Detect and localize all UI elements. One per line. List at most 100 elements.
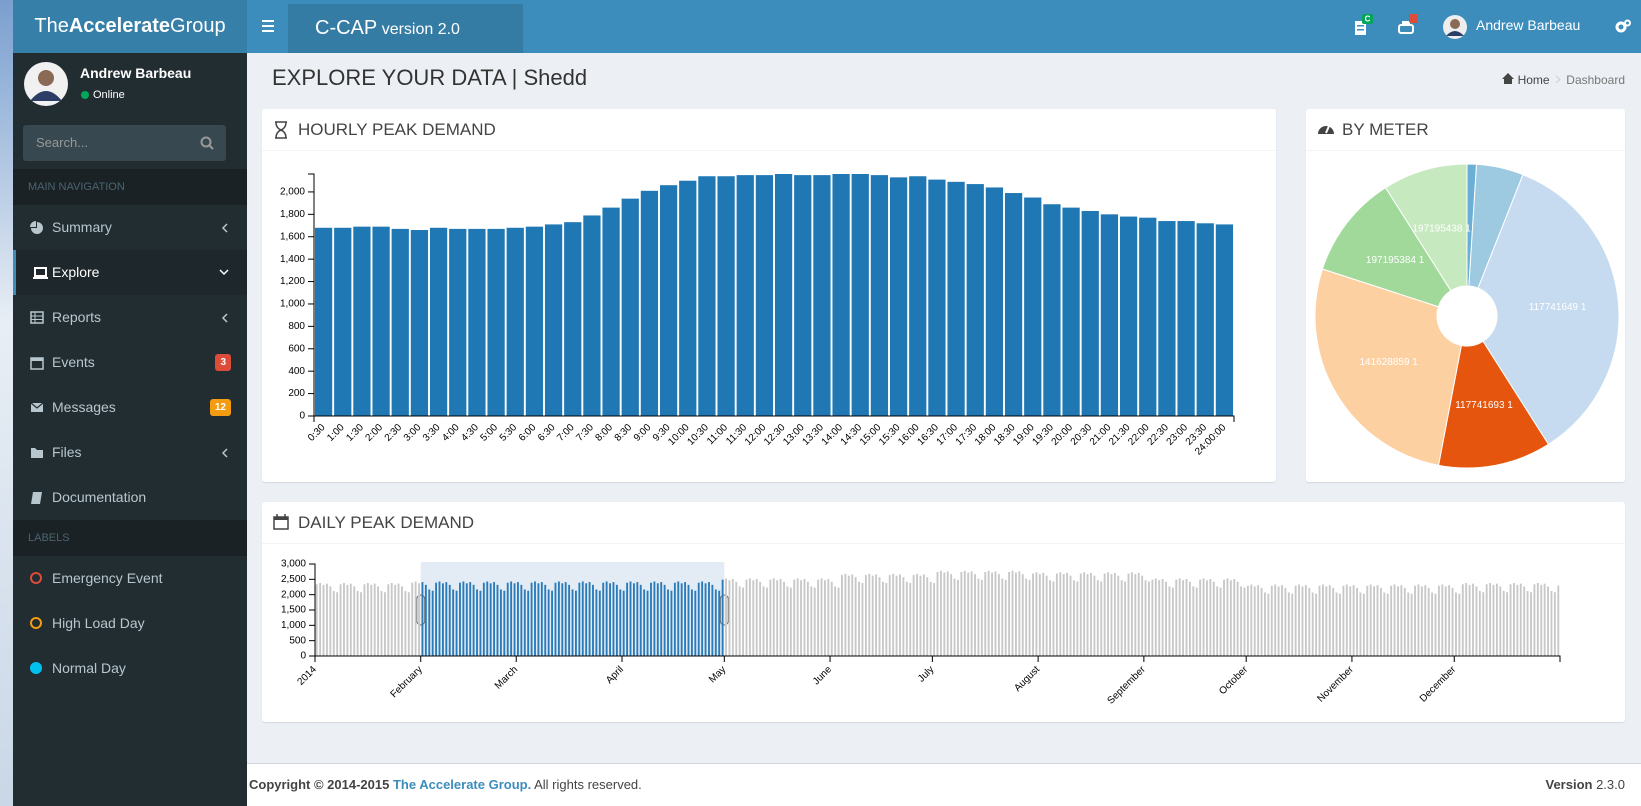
nav-item[interactable]: Files (13, 430, 247, 475)
nav-item[interactable]: Documentation (13, 475, 247, 520)
bar (387, 584, 389, 656)
bar (613, 582, 615, 656)
label-item[interactable]: High Load Day (13, 601, 247, 646)
bar (862, 583, 864, 656)
y-tick-label: 600 (288, 343, 305, 354)
bar (1237, 582, 1239, 656)
user-avatar[interactable] (1442, 14, 1468, 40)
nav-item[interactable]: Summary (13, 205, 247, 250)
print-icon[interactable] (1397, 14, 1421, 36)
bar (1530, 592, 1532, 656)
bar (841, 575, 843, 656)
slice-label: 117741649 1 (1529, 302, 1587, 313)
bar (1182, 580, 1184, 656)
bar (1527, 591, 1529, 656)
x-tick-label: March (493, 664, 520, 691)
bar (1557, 585, 1559, 656)
bar (1213, 582, 1215, 656)
bar (1298, 585, 1300, 656)
header-user-name[interactable]: Andrew Barbeau (1476, 17, 1580, 33)
bar (1233, 579, 1235, 656)
bar (1551, 591, 1553, 656)
bar (871, 175, 888, 416)
search-icon[interactable] (200, 136, 214, 150)
bar (510, 581, 512, 656)
bar (1131, 572, 1133, 656)
bar (1373, 586, 1375, 656)
bar (384, 592, 386, 656)
breadcrumb-home[interactable]: Home (1518, 73, 1550, 87)
bar (657, 583, 659, 656)
y-tick-label: 1,600 (280, 231, 305, 242)
y-tick-label: 1,800 (280, 209, 305, 220)
chevron (219, 268, 229, 276)
bar (1216, 224, 1233, 416)
bar (1158, 580, 1160, 656)
notifications-icon[interactable]: C (1353, 14, 1375, 36)
nav-icon (30, 356, 44, 370)
bar (763, 586, 765, 656)
bar (630, 581, 632, 656)
bar (408, 592, 410, 656)
chevron (221, 448, 229, 458)
nav-item[interactable]: Reports (13, 295, 247, 340)
bar (430, 228, 447, 416)
x-tick-label: 5:30 (498, 422, 520, 444)
bar (679, 181, 696, 416)
bar (1206, 580, 1208, 656)
bar (544, 585, 546, 656)
daily-box: DAILY PEAK DEMAND 05001,0001,5002,0002,5… (262, 502, 1625, 722)
y-tick-label: 1,400 (280, 254, 305, 265)
bar (1445, 586, 1447, 656)
bar (647, 591, 649, 656)
bar (1244, 588, 1246, 656)
bar (442, 583, 444, 656)
bar (394, 585, 396, 656)
bar (1404, 588, 1406, 656)
bar (906, 582, 908, 656)
bar (346, 585, 348, 656)
chevron (221, 313, 229, 323)
label-item[interactable]: Normal Day (13, 646, 247, 691)
settings-icon[interactable] (1615, 19, 1631, 33)
bar (1547, 586, 1549, 656)
bar (1322, 585, 1324, 656)
bar (1346, 585, 1348, 656)
bar (749, 578, 751, 656)
bar (360, 592, 362, 656)
label-text: High Load Day (52, 615, 145, 631)
bar (1394, 585, 1396, 656)
nav-item[interactable]: Explore (13, 250, 247, 295)
bar (1336, 593, 1338, 656)
bar (1356, 588, 1358, 656)
bar (1070, 576, 1072, 656)
bar (602, 208, 619, 416)
dashboard-icon (1317, 121, 1335, 137)
label-text: Emergency Event (52, 570, 163, 586)
company-link[interactable]: The Accelerate Group. (393, 777, 531, 792)
menu-toggle[interactable] (262, 20, 276, 32)
x-tick-label: 7:00 (555, 422, 577, 444)
slice-label: 197195384 1 (1366, 255, 1425, 266)
search-box[interactable]: Search... (23, 125, 226, 161)
bar (677, 581, 679, 656)
box-title: BY METER (1342, 120, 1429, 139)
bar (752, 580, 754, 656)
bar (957, 580, 959, 656)
bar (1169, 586, 1171, 656)
bar (1230, 580, 1232, 656)
bar (1192, 586, 1194, 656)
bar (1506, 592, 1508, 656)
y-tick-label: 2,500 (281, 574, 306, 585)
bar (1400, 585, 1402, 656)
label-text: Normal Day (52, 660, 126, 676)
logo[interactable]: TheAccelerateGroup (13, 0, 247, 53)
bar (1226, 578, 1228, 656)
label-item[interactable]: Emergency Event (13, 556, 247, 601)
bar (756, 175, 773, 416)
bar (1220, 588, 1222, 656)
bar (728, 580, 730, 656)
calendar-icon (273, 514, 289, 530)
